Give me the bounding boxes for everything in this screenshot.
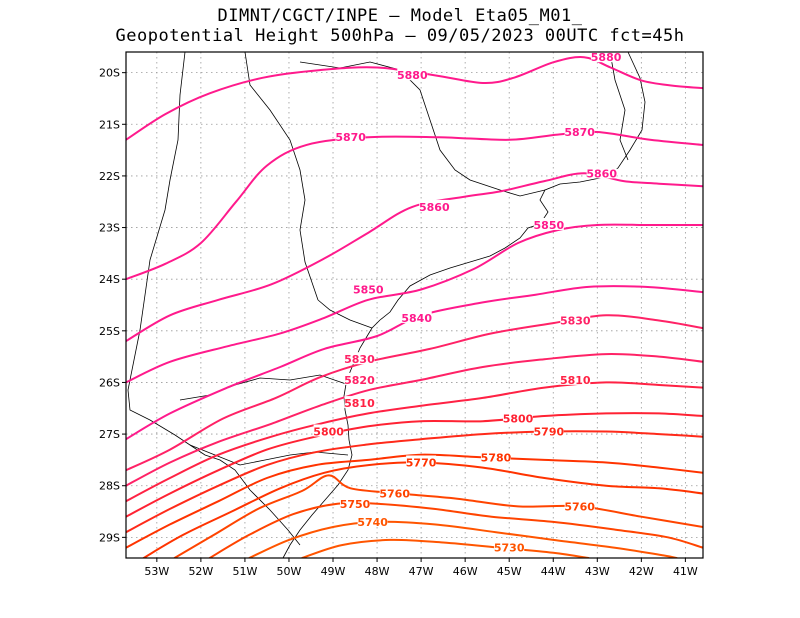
contour-label-bg	[494, 540, 525, 553]
state-border-pr	[317, 299, 373, 329]
contour-label-bg	[419, 199, 450, 212]
contour-5730	[301, 538, 590, 558]
contour-label-bg	[344, 396, 375, 409]
contour-label-bg	[564, 499, 595, 512]
contour-label-bg	[344, 372, 375, 385]
state-border-ms-sp	[244, 51, 319, 301]
contour-label-bg	[533, 424, 564, 437]
x-tick-label: 42W	[629, 565, 654, 578]
contour-label: 5880	[591, 51, 622, 64]
contour-label: 5780	[481, 451, 512, 464]
contour-label: 5790	[534, 426, 565, 439]
contour-5850	[126, 223, 703, 384]
contour-label: 5730	[494, 542, 525, 555]
contour-5810	[126, 381, 703, 503]
y-tick-label: 22S	[99, 170, 120, 183]
contour-label-bg	[340, 496, 371, 509]
contour-5740	[248, 520, 678, 558]
y-tick-label: 23S	[99, 222, 120, 235]
contour-label-bg	[397, 68, 428, 81]
contour-label-bg	[353, 282, 384, 295]
contour-label-bg	[586, 166, 617, 179]
contour-5750	[208, 501, 703, 558]
contour-label: 5860	[586, 167, 617, 180]
x-tick-label: 49W	[321, 565, 346, 578]
contour-label: 5830	[560, 314, 591, 327]
contour-5830	[126, 314, 703, 472]
contour-label-bg	[480, 450, 511, 463]
contour-label: 5850	[353, 284, 384, 297]
y-tick-label: 29S	[99, 531, 120, 544]
contour-5790	[126, 430, 703, 534]
contour-label: 5880	[397, 69, 428, 82]
contour-label: 5760	[379, 487, 410, 500]
contour-lines	[126, 56, 703, 558]
contour-label: 5740	[357, 516, 388, 529]
x-tick-label: 43W	[585, 565, 610, 578]
x-tick-label: 46W	[453, 565, 478, 578]
x-tick-label: 51W	[232, 565, 257, 578]
contour-label-bg	[533, 217, 564, 230]
contour-label-bg	[344, 352, 375, 365]
contour-label: 5870	[564, 126, 595, 139]
contour-label-bg	[357, 514, 388, 527]
x-tick-label: 52W	[188, 565, 213, 578]
plot-frame	[125, 51, 704, 559]
contour-label-bg	[401, 310, 432, 323]
x-tick-label: 41W	[673, 565, 698, 578]
contour-5760	[173, 474, 703, 558]
contour-label-bg	[560, 313, 591, 326]
y-tick-label: 27S	[99, 428, 120, 441]
contour-5840	[126, 285, 703, 441]
contour-label: 5810	[344, 397, 375, 410]
axis-ticks: 53W 52W 51W 50W 49W 48W 47W 46W 45W 44W 43W 42W 41W 2…	[99, 67, 698, 578]
x-tick-label: 45W	[497, 565, 522, 578]
contour-label: 5760	[564, 500, 595, 513]
x-tick-label: 50W	[277, 565, 302, 578]
contour-label: 5850	[534, 219, 565, 232]
contour-label-bg	[503, 411, 534, 424]
contour-label: 5870	[335, 131, 366, 144]
contour-5870	[126, 130, 703, 281]
contour-label-bg	[335, 130, 366, 143]
contour-label: 5800	[313, 426, 344, 439]
contour-label: 5750	[340, 498, 371, 511]
contour-label: 5860	[419, 201, 450, 214]
contour-5800	[126, 412, 703, 518]
contour-label-bg	[564, 125, 595, 138]
contour-label-bg	[560, 372, 591, 385]
x-tick-label: 53W	[144, 565, 169, 578]
contour-label-bg	[379, 486, 410, 499]
chart-title-line1: DIMNT/CGCT/INPE – Model Eta05_M01_	[217, 6, 583, 26]
contour-5780	[126, 453, 703, 549]
state-border-es	[609, 51, 629, 161]
contour-label: 5820	[344, 374, 375, 387]
y-tick-label: 25S	[99, 325, 120, 338]
border-west	[127, 51, 301, 546]
x-tick-label: 47W	[409, 565, 434, 578]
x-tick-label: 44W	[541, 565, 566, 578]
y-tick-label: 20S	[99, 67, 120, 80]
contour-label: 5770	[406, 456, 437, 469]
x-tick-label: 48W	[365, 565, 390, 578]
contour-5880	[126, 56, 703, 141]
contour-label: 5800	[503, 413, 534, 426]
y-tick-label: 21S	[99, 118, 120, 131]
chart-title-line2: Geopotential Height 500hPa – 09/05/2023 …	[115, 26, 685, 46]
y-tick-label: 24S	[99, 273, 120, 286]
contour-labels: 5880 5880 5870 5870 5860 5860 5850 5850 5840 5830…	[313, 50, 622, 555]
contour-label-bg	[313, 424, 344, 437]
contour-label-bg	[591, 50, 622, 63]
y-tick-label: 26S	[99, 376, 120, 389]
y-tick-label: 28S	[99, 480, 120, 493]
contour-5820	[126, 353, 703, 487]
contour-label-bg	[406, 455, 437, 468]
grid-lines	[126, 52, 703, 558]
contour-label: 5810	[560, 374, 591, 387]
contour-label: 5830	[344, 353, 375, 366]
contour-label: 5840	[401, 312, 432, 325]
contour-5770	[142, 461, 703, 558]
